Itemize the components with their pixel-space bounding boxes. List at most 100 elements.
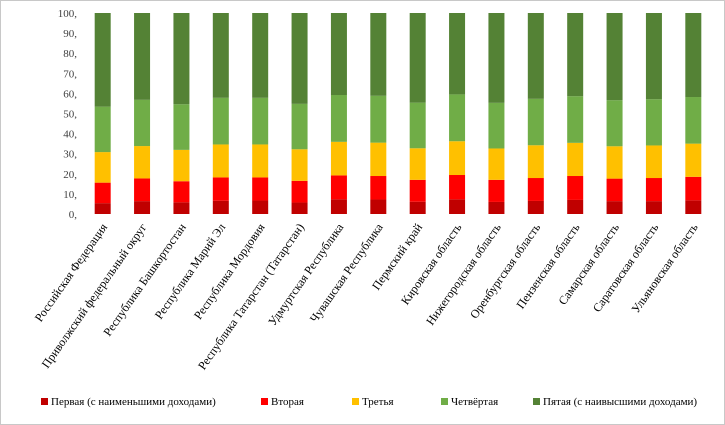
- bar-segment: [645, 99, 662, 146]
- x-tick-label: Республика Марий Эл: [152, 221, 229, 322]
- bar-segment: [527, 13, 544, 99]
- bar-segment: [645, 13, 662, 100]
- x-tick-label: Чувашская Республика: [307, 220, 386, 325]
- bar-segment: [409, 201, 426, 214]
- bar-segment: [252, 97, 269, 145]
- bar-segment: [330, 175, 347, 200]
- bar-segment: [134, 146, 151, 179]
- legend-label: Третья: [362, 396, 394, 408]
- bar-segment: [488, 102, 505, 149]
- bar-segment: [449, 175, 466, 200]
- bar-segment: [685, 143, 702, 177]
- y-tick-label: 30,: [63, 149, 77, 161]
- legend-label: Четвёртая: [451, 396, 498, 408]
- bar-segment: [370, 176, 387, 200]
- y-axis: 0, 10, 20, 30, 40, 50, 60, 70, 80, 90, 100,: [58, 8, 78, 221]
- bar-segment: [330, 13, 347, 96]
- bar-segment: [173, 181, 190, 203]
- y-tick-label: 90,: [63, 28, 77, 40]
- bar-segment: [488, 148, 505, 180]
- legend-label: Пятая (с наивысшими доходами): [543, 396, 697, 408]
- bar-segment: [173, 202, 190, 214]
- bar-segment: [527, 200, 544, 214]
- bar-segment: [409, 13, 426, 103]
- bar-segment: [134, 13, 151, 100]
- bar-segment: [409, 148, 426, 180]
- bar-segment: [252, 13, 269, 98]
- bar-segment: [291, 103, 308, 150]
- bar-segment: [645, 145, 662, 179]
- bar-segment: [606, 178, 623, 202]
- legend-label: Первая (с наименьшими доходами): [51, 396, 216, 408]
- bar-segment: [212, 13, 229, 98]
- bar-segment: [685, 13, 702, 98]
- bar-segment: [685, 97, 702, 144]
- bar-segment: [94, 13, 111, 107]
- bar-segment: [685, 200, 702, 214]
- bar-segment: [330, 95, 347, 142]
- bar-segment: [606, 100, 623, 147]
- bar-segment: [527, 145, 544, 179]
- bar-segment: [173, 104, 190, 150]
- x-tick-label: Оренбургская область: [467, 220, 544, 321]
- bar-segment: [409, 102, 426, 149]
- legend-swatch: [41, 398, 48, 405]
- bar-segment: [330, 199, 347, 214]
- bar-segment: [527, 178, 544, 201]
- bar-segment: [488, 179, 505, 202]
- bar-segment: [94, 152, 111, 183]
- y-tick-label: 80,: [63, 48, 77, 60]
- bar-segment: [252, 200, 269, 214]
- bar-segment: [567, 199, 584, 214]
- bar-segment: [173, 149, 190, 182]
- y-tick-label: 10,: [63, 189, 77, 201]
- legend-swatch: [352, 398, 359, 405]
- bar-segment: [645, 178, 662, 202]
- legend-swatch: [261, 398, 268, 405]
- bar-segment: [134, 178, 151, 202]
- bar-segment: [94, 106, 111, 153]
- bar-segment: [488, 201, 505, 214]
- bar-segment: [291, 13, 308, 104]
- bar-segment: [449, 13, 466, 95]
- bar-segment: [685, 176, 702, 201]
- bars: [94, 13, 702, 214]
- y-tick-label: 70,: [63, 68, 77, 80]
- bar-segment: [567, 13, 584, 97]
- bar-segment: [567, 176, 584, 200]
- bar-segment: [94, 182, 111, 204]
- bar-segment: [212, 144, 229, 178]
- bar-segment: [370, 142, 387, 177]
- x-tick-label: Российская Федерация: [32, 220, 111, 324]
- bar-segment: [606, 201, 623, 214]
- bar-segment: [330, 141, 347, 176]
- bar-segment: [606, 146, 623, 179]
- bar-segment: [291, 149, 308, 181]
- x-tick-label: Республика Мордовия: [191, 220, 268, 322]
- bar-segment: [370, 199, 387, 214]
- bar-segment: [370, 13, 387, 96]
- bar-segment: [134, 99, 151, 147]
- y-tick-label: 0,: [69, 209, 78, 221]
- bar-segment: [488, 13, 505, 103]
- bar-segment: [409, 179, 426, 202]
- legend-label: Вторая: [271, 396, 304, 408]
- bar-segment: [173, 13, 190, 105]
- bar-segment: [212, 177, 229, 201]
- y-tick-label: 20,: [63, 169, 77, 181]
- bar-segment: [134, 201, 151, 214]
- y-tick-label: 100,: [58, 8, 78, 20]
- legend-swatch: [441, 398, 448, 405]
- bar-segment: [567, 142, 584, 177]
- bar-segment: [291, 180, 308, 203]
- bar-segment: [291, 202, 308, 214]
- bar-segment: [449, 141, 466, 176]
- y-tick-label: 60,: [63, 88, 77, 100]
- y-tick-label: 40,: [63, 129, 77, 141]
- bar-segment: [527, 98, 544, 146]
- bar-segment: [567, 96, 584, 143]
- bar-segment: [606, 13, 623, 101]
- bar-segment: [449, 94, 466, 142]
